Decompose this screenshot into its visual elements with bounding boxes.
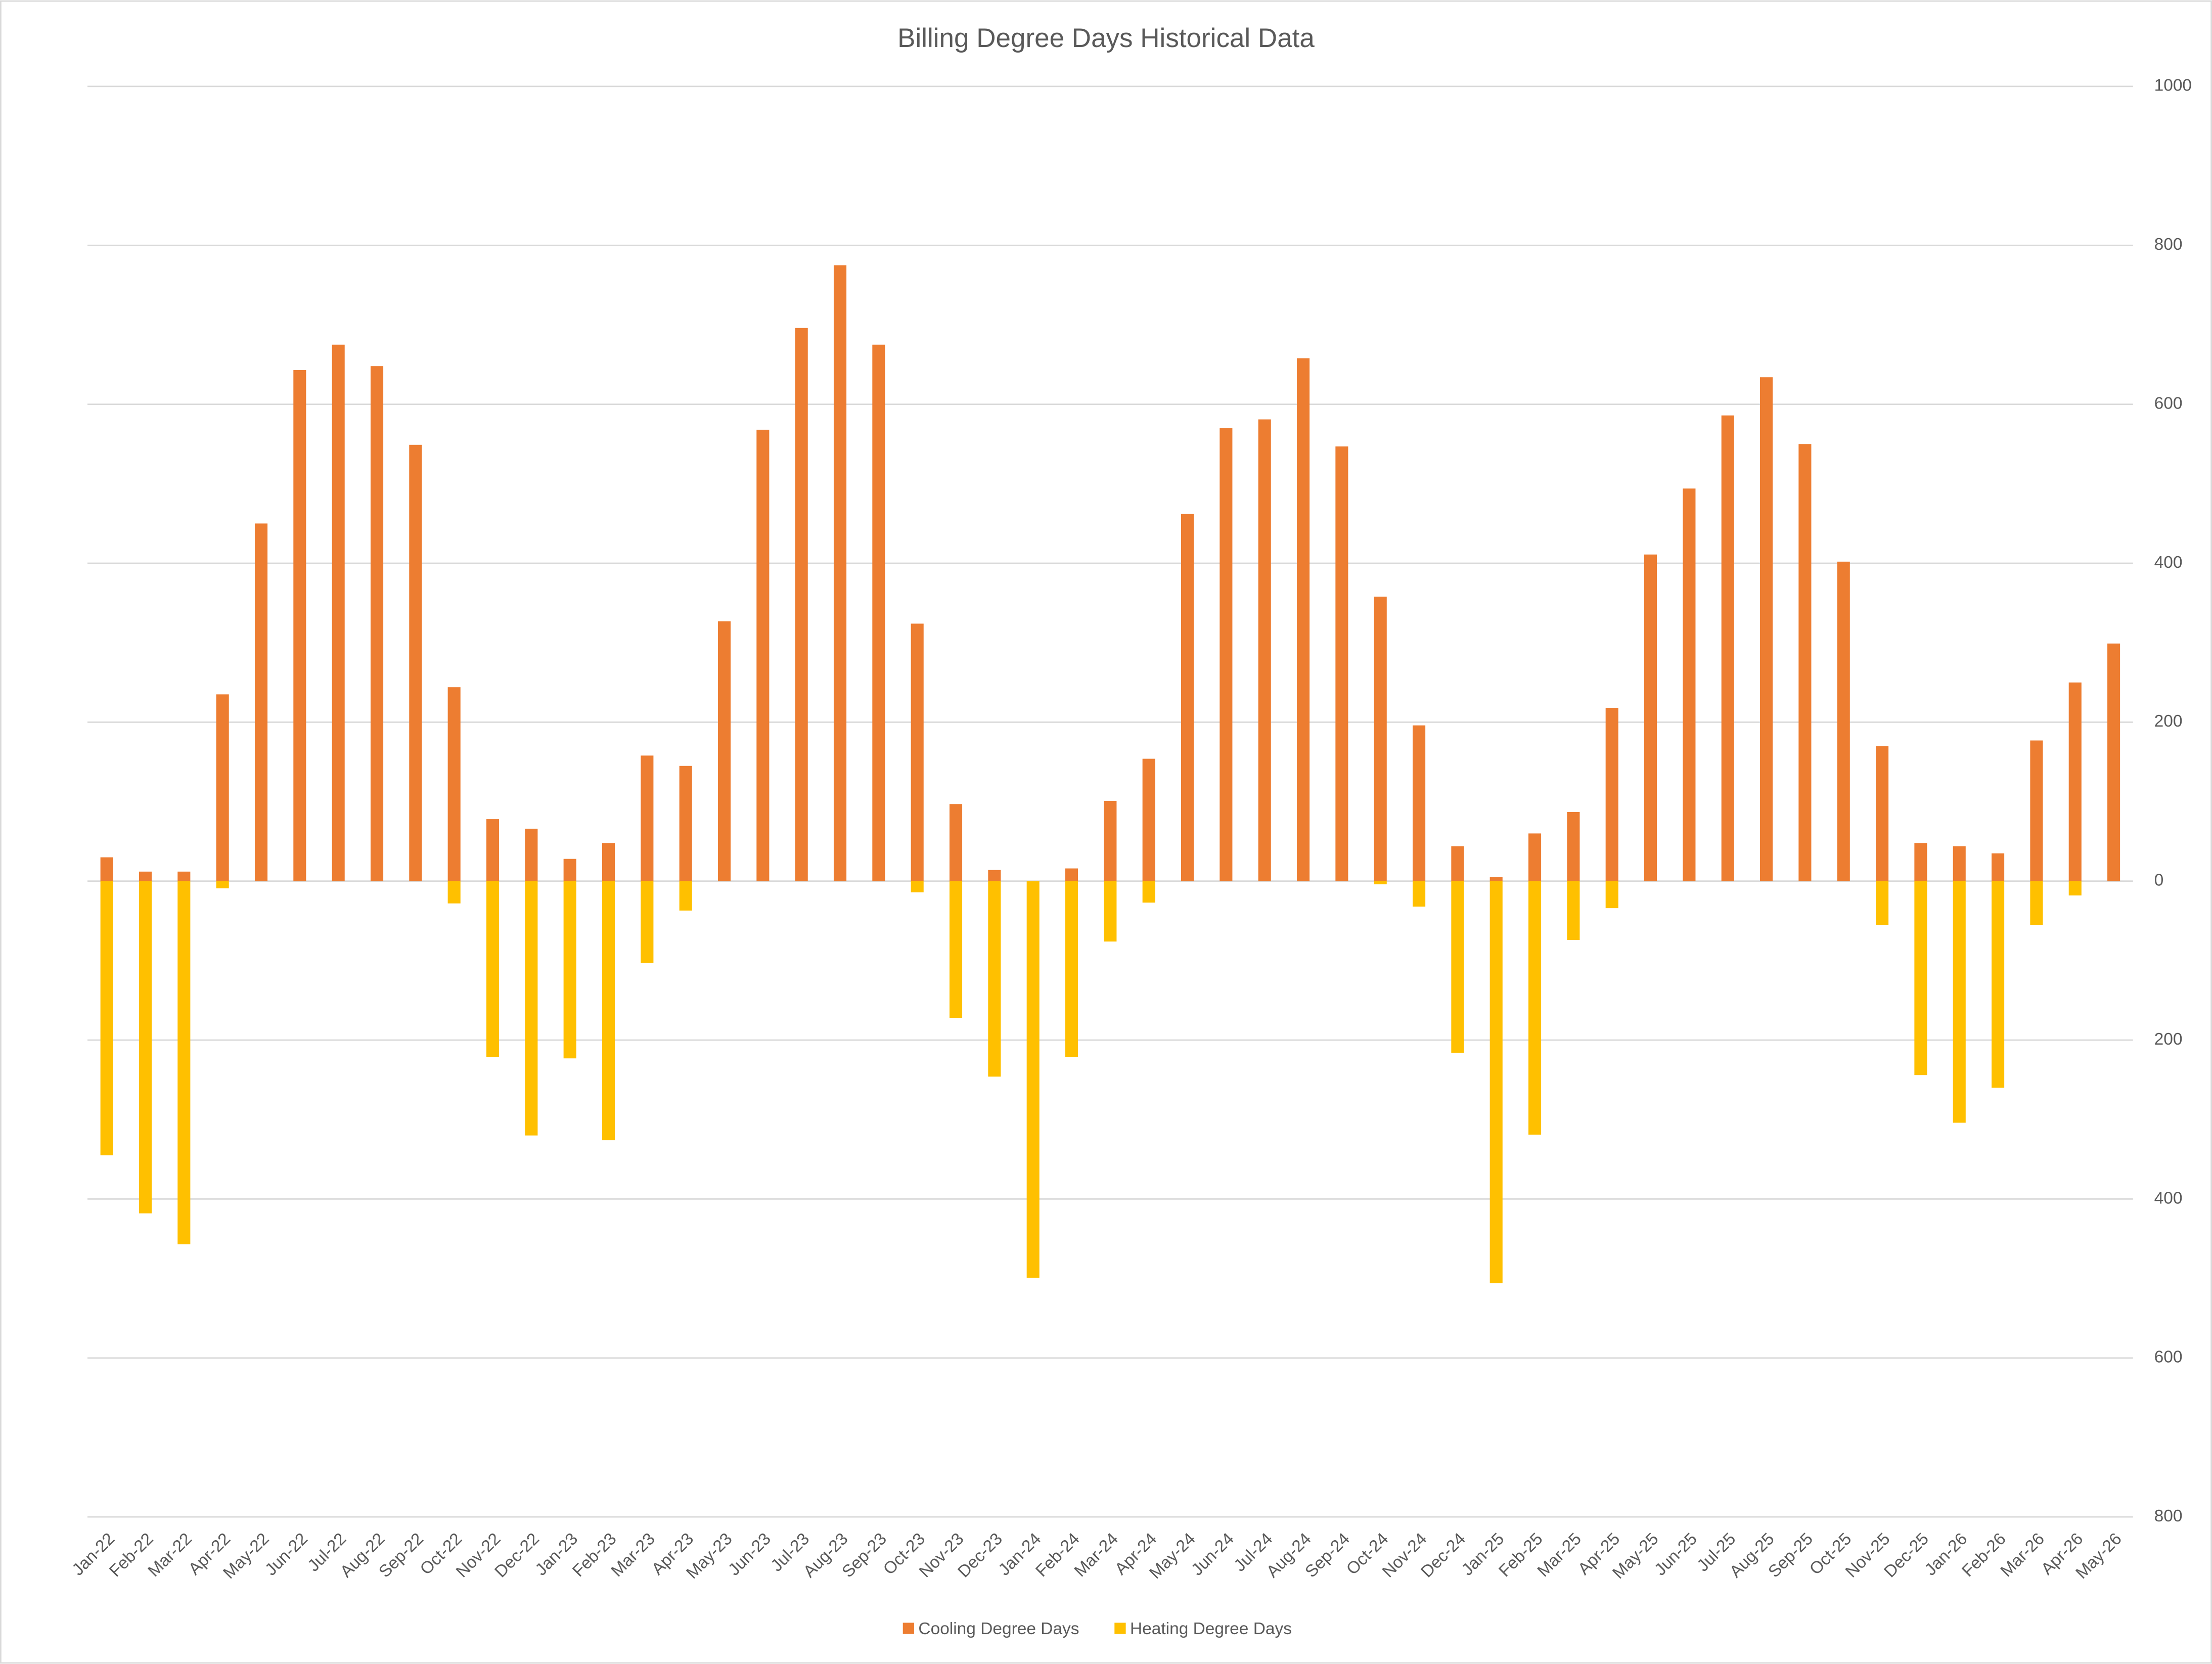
chart-title: Billing Degree Days Historical Data [897,23,1315,53]
y-tick-label: 200 [2154,1030,2183,1049]
bar [1837,561,1850,881]
bar [332,344,345,881]
legend-label: Heating Degree Days [1130,1620,1292,1638]
bar [139,871,152,881]
bar [139,881,152,1213]
bar [563,859,576,881]
bar [1528,833,1542,881]
bar [486,881,500,1057]
bar [1412,881,1426,907]
bar [2068,881,2082,895]
bar [1721,415,1734,881]
bar [177,881,191,1245]
bar [988,870,1001,881]
bar [602,843,615,881]
bar [641,881,654,963]
bar [1142,881,1155,903]
bar [2068,682,2082,881]
bar [1104,881,1117,942]
bar [1644,554,1657,881]
bar [100,881,113,1155]
bar [447,881,461,904]
bar [1296,358,1310,881]
bar [1798,444,1812,881]
bar [756,429,770,881]
bar [1605,881,1618,909]
bar [254,523,268,881]
y-tick-label: 200 [2154,712,2183,731]
bar [1181,514,1194,881]
y-tick-label: 400 [2154,1189,2183,1207]
bar [679,766,692,881]
bar [1953,846,1966,881]
bar [216,694,229,881]
bar [486,819,500,881]
bar [795,328,808,881]
bar [1914,843,1927,881]
bar [1953,881,1966,1123]
bar [1914,881,1927,1075]
bar [1374,596,1387,881]
y-tick-label: 800 [2154,235,2183,254]
y-tick-label: 1000 [2154,76,2192,95]
bar [872,344,885,881]
bar [1683,488,1696,881]
bar [641,755,654,881]
bar [293,370,306,881]
bar [1489,877,1503,881]
bar [1065,881,1078,1057]
bar [1528,881,1542,1135]
bar [1412,725,1426,881]
bar [216,881,229,888]
bar [1567,812,1580,881]
bar [679,881,692,911]
bar [1992,881,2005,1088]
bar [1992,853,2005,881]
bar [1760,377,1773,881]
legend-swatch [902,1623,915,1634]
bar [1258,419,1271,881]
bar [1876,881,1889,925]
bar [949,881,963,1018]
bar [1567,881,1580,940]
bar [1220,428,1233,881]
legend-label: Cooling Degree Days [918,1620,1079,1638]
bar [525,881,538,1136]
bar [833,265,847,881]
bar [1605,708,1618,881]
y-tick-label: 600 [2154,1348,2183,1367]
bar [2107,643,2120,881]
bar [1374,881,1387,884]
y-tick-label: 800 [2154,1507,2183,1525]
bar [911,623,924,881]
bar [911,881,924,892]
bar [409,444,422,881]
bar [1489,881,1503,1284]
bar [602,881,615,1141]
bar [563,881,576,1059]
bar [1876,746,1889,881]
bar [370,366,384,881]
bar [2030,881,2043,925]
y-tick-label: 600 [2154,394,2183,413]
bar [2030,740,2043,881]
legend-swatch [1114,1623,1126,1634]
bar [447,687,461,881]
y-tick-label: 0 [2154,871,2164,890]
bar [1451,881,1464,1053]
bar [177,871,191,881]
bar [949,804,963,881]
bar [1065,868,1078,881]
bar [717,621,731,881]
bar [1142,758,1155,881]
bar [988,881,1001,1077]
bar [100,857,113,881]
bar [1335,446,1348,881]
y-tick-label: 400 [2154,553,2183,572]
bar [525,828,538,881]
bar [1104,800,1117,881]
bar [1451,846,1464,881]
bar [1026,881,1040,1278]
